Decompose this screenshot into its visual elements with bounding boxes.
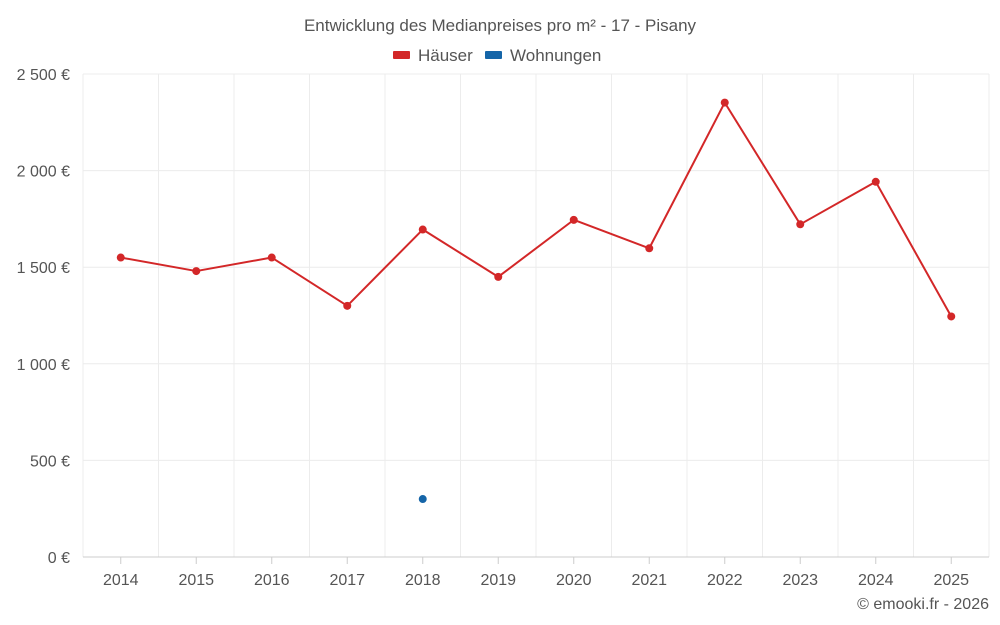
legend-label-wohnungen: Wohnungen (510, 46, 601, 65)
y-tick-label: 1 500 € (17, 260, 70, 277)
x-tick-label: 2017 (329, 572, 365, 589)
x-tick-label: 2020 (556, 572, 592, 589)
x-tick-label: 2016 (254, 572, 290, 589)
data-point[interactable] (418, 225, 427, 234)
x-tick-label: 2018 (405, 572, 441, 589)
data-point[interactable] (116, 253, 125, 262)
x-tick-label: 2021 (631, 572, 667, 589)
data-point[interactable] (192, 267, 201, 276)
legend-item-wohnungen[interactable]: Wohnungen (485, 46, 601, 65)
legend-label-haeuser: Häuser (418, 46, 473, 65)
series-layer (116, 98, 956, 504)
x-tick-label: 2022 (707, 572, 743, 589)
data-point[interactable] (947, 312, 956, 321)
data-point[interactable] (494, 272, 503, 281)
legend-swatch-wohnungen (485, 51, 502, 59)
y-tick-label: 2 500 € (17, 67, 70, 84)
legend: Häuser Wohnungen (393, 46, 601, 65)
data-point[interactable] (720, 98, 729, 107)
grid (82, 73, 990, 557)
data-point[interactable] (871, 177, 880, 186)
data-point[interactable] (569, 215, 578, 224)
x-tick-label: 2025 (933, 572, 969, 589)
y-tick-label: 0 € (48, 550, 70, 567)
legend-item-haeuser[interactable]: Häuser (393, 46, 473, 65)
y-tick-label: 1 000 € (17, 357, 70, 374)
data-point[interactable] (267, 253, 276, 262)
legend-swatch-haeuser (393, 51, 410, 59)
y-tick-label: 2 000 € (17, 164, 70, 181)
y-axis: 0 € 500 € 1 000 € 1 500 € 2 000 € 2 500 € (17, 67, 70, 567)
data-point[interactable] (645, 244, 654, 253)
series-line-0 (120, 101, 953, 317)
x-tick-label: 2015 (178, 572, 214, 589)
x-tick-label: 2024 (858, 572, 894, 589)
data-point[interactable] (343, 301, 352, 310)
y-tick-label: 500 € (30, 453, 70, 470)
x-axis: 2014 2015 2016 2017 2018 2019 2020 2021 2022 2023… (83, 556, 989, 589)
chart-title: Entwicklung des Medianpreises pro m² - 1… (304, 16, 697, 35)
data-point[interactable] (796, 220, 805, 229)
x-tick-label: 2023 (782, 572, 818, 589)
data-point[interactable] (418, 495, 427, 504)
x-tick-label: 2019 (480, 572, 516, 589)
credit: © emooki.fr - 2026 (857, 596, 989, 613)
x-tick-label: 2014 (103, 572, 139, 589)
